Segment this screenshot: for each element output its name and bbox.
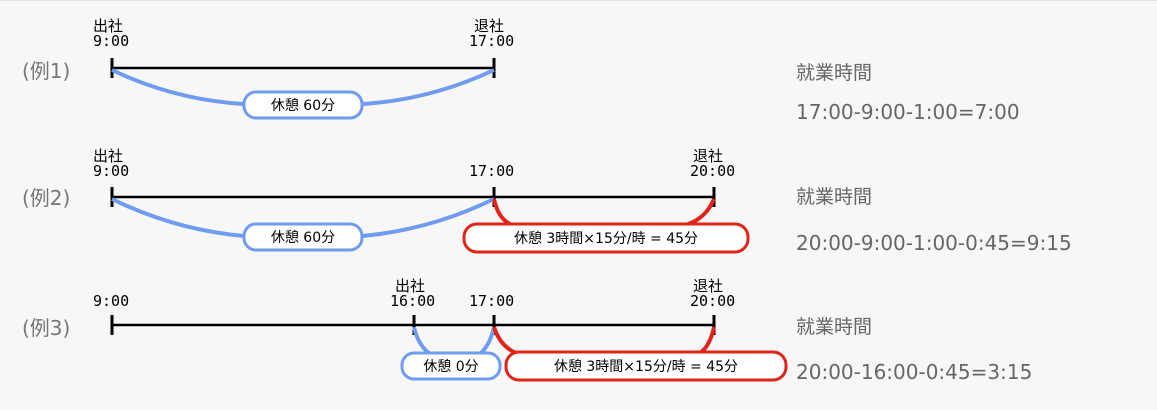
- example-3-start-time: 16:00: [390, 292, 435, 310]
- example-3-formula: 20:00-16:00-0:45=3:15: [796, 360, 1032, 384]
- example-3-end-event: 退社: [693, 277, 723, 295]
- example-3-overtime-arc-left: [492, 326, 517, 355]
- panel-top-border: [0, 0, 1157, 1]
- example-3-break-pill: [400, 351, 502, 381]
- example-2-label: (例2): [22, 186, 70, 210]
- example-3-break-arc-right: [478, 326, 496, 356]
- example-3-end-time: 20:00: [690, 292, 735, 310]
- example-3-break-pill-text: 休憩 0分: [423, 358, 478, 375]
- example-2-overtime-arc-left: [492, 198, 511, 226]
- example-1-break-pill: [242, 90, 364, 120]
- example-2-break-arc-left: [111, 197, 245, 238]
- example-2-overtime-pill-text: 休憩 3時間×15分/時 = 45分: [514, 230, 698, 247]
- example-2-overtime-arc-right: [687, 198, 716, 226]
- example-2-start-time: 9:00: [93, 162, 129, 180]
- example-3-overtime-pill-text: 休憩 3時間×15分/時 = 45分: [554, 358, 738, 375]
- example-3-overtime-arc-right: [698, 326, 716, 355]
- example-3: (例3) 9:00 出社 16:00 17:00 退社 20:00 休憩 0分 …: [22, 277, 1032, 384]
- example-3-start-event: 出社: [395, 277, 425, 295]
- example-2-break-pill: [242, 222, 364, 252]
- example-3-first-time: 9:00: [93, 292, 129, 310]
- example-2-title: 就業時間: [796, 186, 872, 208]
- example-2-end-event: 退社: [693, 147, 723, 165]
- example-2-start-event: 出社: [93, 147, 123, 165]
- example-3-title: 就業時間: [796, 316, 872, 338]
- example-1-label: (例1): [22, 59, 70, 83]
- example-1-end-event: 退社: [474, 17, 504, 35]
- example-3-mid-time: 17:00: [469, 292, 514, 310]
- example-1-break-arc-left: [111, 68, 245, 106]
- example-3-break-arc-left: [412, 326, 432, 356]
- example-1-start-time: 9:00: [93, 32, 129, 50]
- example-2-mid-time: 17:00: [469, 162, 514, 180]
- example-2-overtime-pill: [462, 222, 750, 254]
- example-1-title: 就業時間: [796, 62, 872, 84]
- example-2-formula: 20:00-9:00-1:00-0:45=9:15: [796, 231, 1072, 255]
- example-1-formula: 17:00-9:00-1:00=7:00: [796, 100, 1020, 124]
- example-2-end-time: 20:00: [690, 162, 735, 180]
- example-1-end-time: 17:00: [469, 32, 514, 50]
- example-2-break-pill-text: 休憩 60分: [271, 229, 335, 246]
- example-2: (例2) 出社 9:00 17:00 退社 20:00 休憩 60分 休憩 3時…: [22, 147, 1072, 255]
- example-3-overtime-pill: [504, 350, 788, 382]
- example-1: (例1) 出社 9:00 退社 17:00 休憩 60分 就業時間 17:00-…: [22, 17, 1020, 124]
- example-1-start-event: 出社: [93, 17, 123, 35]
- example-1-break-pill-text: 休憩 60分: [271, 97, 335, 114]
- example-2-break-arc-right: [361, 197, 495, 238]
- example-1-break-arc-right: [361, 68, 495, 106]
- example-3-label: (例3): [22, 316, 70, 340]
